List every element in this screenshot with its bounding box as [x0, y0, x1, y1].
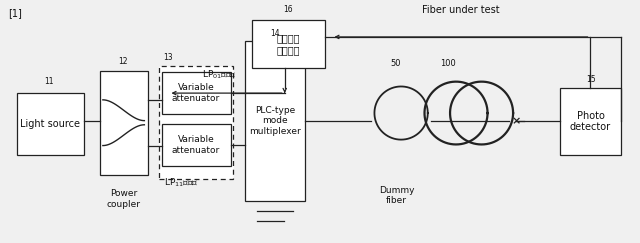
- Text: 15: 15: [586, 75, 596, 84]
- Text: Photo
detector: Photo detector: [570, 111, 611, 132]
- Text: PLC-type
mode
multiplexer: PLC-type mode multiplexer: [249, 106, 301, 136]
- Text: 100: 100: [440, 59, 456, 68]
- FancyBboxPatch shape: [252, 20, 325, 68]
- Text: Power
coupler: Power coupler: [107, 189, 141, 208]
- FancyBboxPatch shape: [17, 93, 84, 155]
- FancyBboxPatch shape: [100, 71, 148, 175]
- Text: Dummy
fiber: Dummy fiber: [379, 185, 414, 205]
- Text: 16: 16: [284, 5, 293, 14]
- FancyBboxPatch shape: [162, 124, 230, 166]
- Text: [1]: [1]: [8, 8, 22, 18]
- Text: 12: 12: [118, 57, 128, 66]
- Text: LP$_{11}$ポート: LP$_{11}$ポート: [164, 177, 198, 189]
- Text: 13: 13: [164, 53, 173, 62]
- Text: LP$_{01}$ポート: LP$_{01}$ポート: [202, 68, 236, 81]
- FancyBboxPatch shape: [560, 88, 621, 155]
- FancyBboxPatch shape: [244, 41, 305, 201]
- Text: Variable
attenuator: Variable attenuator: [172, 135, 220, 155]
- Text: Variable
attenuator: Variable attenuator: [172, 83, 220, 103]
- Text: 損失測定
制御装置: 損失測定 制御装置: [276, 33, 300, 55]
- Text: ×: ×: [512, 116, 522, 127]
- FancyBboxPatch shape: [159, 66, 232, 180]
- FancyBboxPatch shape: [162, 72, 230, 114]
- Text: Fiber under test: Fiber under test: [422, 5, 499, 15]
- Text: 11: 11: [44, 78, 53, 87]
- Text: 50: 50: [390, 59, 401, 68]
- Text: 14: 14: [270, 29, 280, 38]
- Text: Light source: Light source: [20, 119, 80, 129]
